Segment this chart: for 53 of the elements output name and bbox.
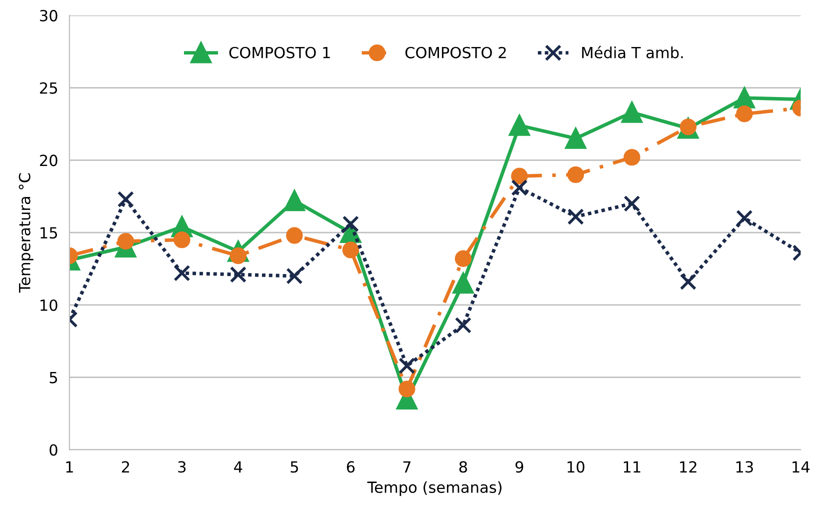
point: [511, 179, 528, 196]
point: [622, 102, 642, 123]
y-tick-label: 10: [40, 299, 58, 311]
x-tick-label: 10: [568, 461, 584, 473]
point: [284, 190, 305, 212]
x-tick-label: 12: [680, 461, 696, 472]
x-tick-label: 14: [792, 461, 810, 472]
x-tick-label: 13: [736, 461, 753, 473]
point: [565, 128, 586, 149]
point: [174, 264, 190, 282]
x-tick-label: 1: [66, 461, 73, 472]
point: [398, 380, 416, 398]
point: [286, 268, 303, 284]
point: [230, 266, 247, 283]
legend-label: Média T amb.: [582, 46, 683, 58]
y-tick-label: 25: [40, 82, 57, 94]
point: [624, 148, 640, 166]
x-tick-label: 3: [178, 461, 186, 473]
point: [511, 168, 528, 184]
y-tick-label: 15: [40, 227, 57, 239]
x-tick-label: 5: [290, 461, 298, 473]
y-axis-title: Temperatura °C: [18, 173, 34, 293]
x-axis-title: Tempo (semanas): [367, 481, 502, 496]
legend-label: COMPOSTO 1: [229, 46, 330, 58]
point: [452, 272, 474, 294]
point: [342, 242, 360, 258]
point: [734, 88, 755, 108]
point: [567, 166, 584, 184]
point: [454, 250, 472, 267]
x-tick-label: 7: [403, 461, 410, 472]
y-tick-label: 0: [50, 444, 58, 456]
point: [454, 316, 472, 334]
point: [736, 210, 753, 226]
point: [117, 232, 134, 250]
x-tick-label: 2: [122, 461, 130, 472]
point: [286, 227, 303, 244]
x-tick-label: 8: [459, 461, 467, 473]
point: [117, 190, 134, 208]
x-tick-label: 11: [624, 461, 640, 472]
y-tick-label: 20: [40, 154, 58, 166]
x-tick-label: 6: [346, 461, 355, 473]
y-tick-label: 5: [50, 372, 57, 384]
point: [567, 208, 584, 225]
point: [680, 273, 696, 290]
point: [736, 106, 753, 122]
point: [398, 357, 416, 374]
y-tick-label: 30: [40, 10, 58, 22]
point: [509, 115, 530, 136]
x-tick-label: 9: [516, 461, 524, 473]
legend-label: COMPOSTO 2: [405, 46, 506, 58]
point: [174, 231, 190, 248]
x-tick-label: 4: [234, 461, 242, 472]
point: [624, 195, 640, 212]
